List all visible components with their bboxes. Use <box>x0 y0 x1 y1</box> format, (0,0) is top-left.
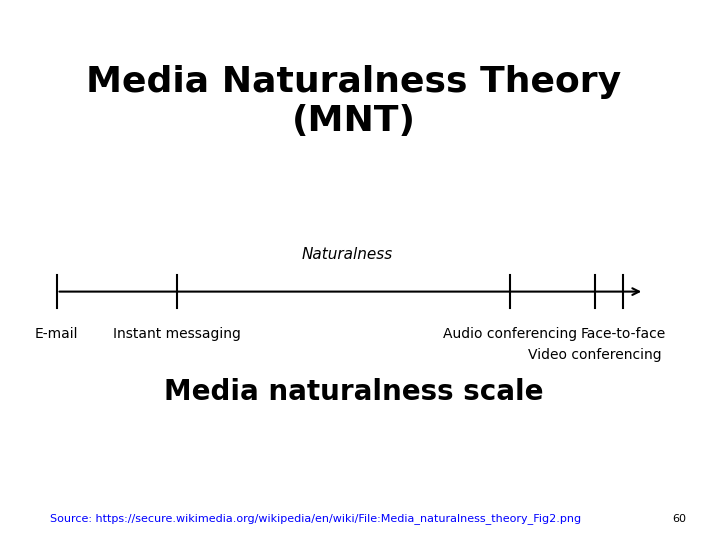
Text: Source: https://secure.wikimedia.org/wikipedia/en/wiki/File:Media_naturalness_th: Source: https://secure.wikimedia.org/wik… <box>50 513 580 524</box>
Text: Media naturalness scale: Media naturalness scale <box>164 378 544 406</box>
Text: Video conferencing: Video conferencing <box>528 348 662 362</box>
Text: E-mail: E-mail <box>35 327 78 341</box>
Text: Audio conferencing: Audio conferencing <box>443 327 577 341</box>
Text: 60: 60 <box>672 514 687 524</box>
Text: Face-to-face: Face-to-face <box>580 327 665 341</box>
Text: Instant messaging: Instant messaging <box>113 327 241 341</box>
Text: Media Naturalness Theory
(MNT): Media Naturalness Theory (MNT) <box>86 65 621 138</box>
Text: Naturalness: Naturalness <box>301 247 392 262</box>
